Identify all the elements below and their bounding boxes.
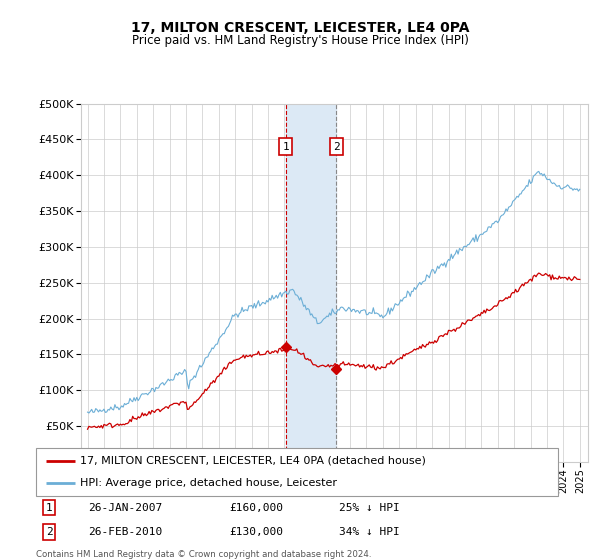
Text: 17, MILTON CRESCENT, LEICESTER, LE4 0PA (detached house): 17, MILTON CRESCENT, LEICESTER, LE4 0PA … <box>80 456 426 466</box>
Text: 26-FEB-2010: 26-FEB-2010 <box>88 527 163 537</box>
Text: 1: 1 <box>46 502 52 512</box>
Text: 2: 2 <box>333 142 340 152</box>
Text: £160,000: £160,000 <box>229 502 283 512</box>
Text: 25% ↓ HPI: 25% ↓ HPI <box>339 502 400 512</box>
Text: 2: 2 <box>46 527 52 537</box>
Text: £130,000: £130,000 <box>229 527 283 537</box>
Text: Price paid vs. HM Land Registry's House Price Index (HPI): Price paid vs. HM Land Registry's House … <box>131 34 469 46</box>
Text: 17, MILTON CRESCENT, LEICESTER, LE4 0PA: 17, MILTON CRESCENT, LEICESTER, LE4 0PA <box>131 21 469 35</box>
Text: 26-JAN-2007: 26-JAN-2007 <box>88 502 163 512</box>
Text: 1: 1 <box>282 142 289 152</box>
Text: HPI: Average price, detached house, Leicester: HPI: Average price, detached house, Leic… <box>80 478 337 488</box>
Text: Contains HM Land Registry data © Crown copyright and database right 2024.
This d: Contains HM Land Registry data © Crown c… <box>36 550 371 560</box>
Text: 34% ↓ HPI: 34% ↓ HPI <box>339 527 400 537</box>
Bar <box>286 104 336 462</box>
FancyBboxPatch shape <box>36 448 558 496</box>
